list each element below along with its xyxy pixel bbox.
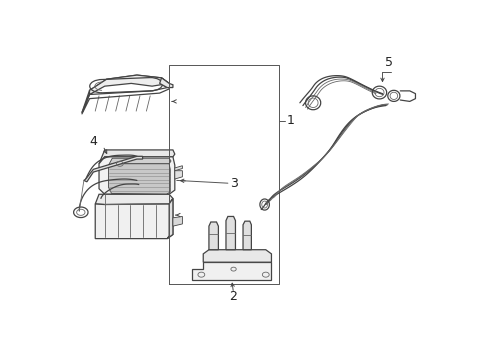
Polygon shape xyxy=(167,198,173,239)
Polygon shape xyxy=(108,158,171,165)
Polygon shape xyxy=(208,222,218,250)
Polygon shape xyxy=(95,194,173,204)
Polygon shape xyxy=(99,157,175,194)
Polygon shape xyxy=(173,216,182,226)
Polygon shape xyxy=(203,250,271,262)
Text: 3: 3 xyxy=(229,177,237,190)
Polygon shape xyxy=(191,262,271,280)
Polygon shape xyxy=(175,171,182,179)
Text: 2: 2 xyxy=(229,290,237,303)
Polygon shape xyxy=(95,198,173,239)
Polygon shape xyxy=(89,75,169,94)
Polygon shape xyxy=(108,164,170,194)
Polygon shape xyxy=(99,150,175,164)
Polygon shape xyxy=(84,156,142,182)
Text: 1: 1 xyxy=(286,114,294,127)
Polygon shape xyxy=(159,78,173,87)
Text: 4: 4 xyxy=(89,135,97,148)
Polygon shape xyxy=(82,75,169,112)
Polygon shape xyxy=(243,221,251,250)
Polygon shape xyxy=(175,166,182,171)
Text: 5: 5 xyxy=(384,56,392,69)
Polygon shape xyxy=(225,216,235,250)
